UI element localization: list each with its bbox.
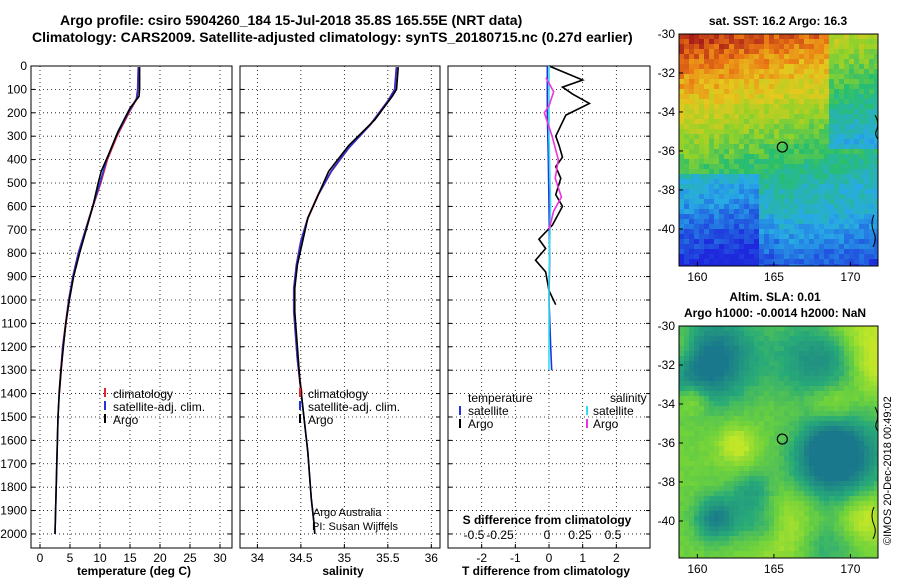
sla-map-coastline — [874, 406, 879, 432]
temp-ytick-label: 900 — [7, 270, 27, 284]
temp-ytick-label: 0 — [20, 59, 27, 73]
salinity-profile-xtick-label: 34.5 — [289, 551, 313, 565]
sla-map-ytick-label: -32 — [658, 358, 676, 372]
temp-ytick-label: 1800 — [0, 480, 27, 494]
sst-map-ytick-label: -40 — [658, 222, 676, 236]
diff-top-tick-label: 0 — [544, 528, 551, 542]
temperature-profile-xtick-label: 5 — [67, 551, 74, 565]
temp-ytick-label: 1900 — [0, 504, 27, 518]
salinity-profile-xtick-label: 34 — [251, 551, 265, 565]
salinity-profile-xtick-label: 35.5 — [376, 551, 400, 565]
chart-title-line2: Climatology: CARS2009. Satellite-adjuste… — [32, 29, 633, 45]
diff-legend-left-title: temperature — [468, 391, 533, 405]
difference-profile-xtick-label: 2 — [613, 551, 620, 565]
temp-ytick-label: 600 — [7, 199, 27, 213]
temp-ytick-label: 1500 — [0, 410, 27, 424]
temp-ytick-label: 300 — [7, 129, 27, 143]
temperature-profile-legend-label: climatology — [113, 387, 173, 401]
sst-map-ytick-label: -36 — [658, 144, 676, 158]
salinity-profile-frame — [239, 65, 441, 549]
sla-map-xtick-label: 170 — [840, 562, 860, 576]
salinity-profile-xtick-label: 36 — [425, 551, 439, 565]
sla-map-coastline — [871, 506, 876, 540]
sla-map-ytick-label: -40 — [658, 514, 676, 528]
diff-top-tick-label: -0.5 — [464, 528, 485, 542]
temperature-profile-xtick-label: 10 — [93, 551, 107, 565]
temp-ytick-label: 1400 — [0, 387, 27, 401]
difference-profile-series-t-argo — [534, 65, 592, 306]
salinity-profile-series-argo — [293, 67, 400, 535]
sla-map-ytick-label: -36 — [658, 436, 676, 450]
temperature-profile-xtick-label: 30 — [213, 551, 227, 565]
temp-ytick-label: 200 — [7, 106, 27, 120]
sst-map-coastline — [874, 114, 879, 140]
temp-ytick-label: 400 — [7, 153, 27, 167]
temperature-profile-xtick-label: 0 — [37, 551, 44, 565]
diff-top-tick-label: -0.25 — [486, 528, 514, 542]
temp-ytick-label: 1000 — [0, 293, 27, 307]
salinity-profile-legend-label: satellite-adj. clim. — [308, 400, 400, 414]
sst-map-argo-marker — [776, 141, 788, 153]
sst-map-ytick-label: -34 — [658, 105, 676, 119]
diff-legend-left-label: satellite — [468, 404, 509, 418]
sla-map-argo-marker — [776, 433, 788, 445]
temperature-profile-xtick-label: 15 — [123, 551, 137, 565]
temp-ytick-label: 1200 — [0, 340, 27, 354]
salinity-profile-legend-label: climatology — [308, 387, 368, 401]
sst-map-xtick-label: 170 — [840, 270, 860, 284]
temp-ytick-label: 700 — [7, 223, 27, 237]
sst-map-xtick-label: 160 — [687, 270, 707, 284]
temperature-profile-frame — [30, 65, 233, 549]
sla-map-heatmap — [679, 326, 879, 559]
diff-legend-right-label: satellite — [593, 404, 634, 418]
diff-legend-left-label: Argo — [468, 417, 494, 431]
sla-map-ytick-label: -38 — [658, 475, 676, 489]
sst-map-heatmap — [679, 34, 879, 267]
sst-map-ytick-label: -38 — [658, 183, 676, 197]
sst-map-ytick-label: -32 — [658, 66, 676, 80]
difference-profile-xtick-label: -2 — [476, 551, 487, 565]
diff-top-tick-label: 0.5 — [605, 528, 622, 542]
temperature-profile-xtick-label: 20 — [153, 551, 167, 565]
diff-top-tick-label: 0.25 — [568, 528, 592, 542]
temp-ytick-label: 2000 — [0, 527, 27, 541]
difference-profile-xtick-label: 0 — [546, 551, 553, 565]
sla-map-xtick-label: 160 — [687, 562, 707, 576]
temp-ytick-label: 100 — [7, 82, 27, 96]
temp-ytick-label: 800 — [7, 246, 27, 260]
temp-ytick-label: 1100 — [1, 316, 27, 330]
sla-map-frame — [678, 325, 879, 559]
temp-ytick-label: 1600 — [0, 433, 27, 447]
salinity-profile-legend-label: Argo — [308, 413, 334, 427]
chart-title-line1: Argo profile: csiro 5904260_184 15-Jul-2… — [60, 12, 523, 28]
diff-legend-right-title: salinity — [610, 391, 647, 405]
diff-legend-right-label: Argo — [593, 417, 619, 431]
sst-map-coastline — [871, 214, 876, 248]
temperature-profile-legend-label: Argo — [113, 413, 139, 427]
sst-map-frame — [678, 33, 879, 267]
sla-map-xtick-label: 165 — [764, 562, 784, 576]
sla-map-ytick-label: -34 — [658, 397, 676, 411]
temperature-profile-legend-label: satellite-adj. clim. — [113, 400, 205, 414]
temperature-profile-series-argo — [54, 67, 141, 534]
sla-map-ytick-label: -30 — [658, 319, 676, 333]
temp-ytick-label: 1700 — [0, 457, 27, 471]
difference-profile-series-s-argo — [543, 77, 563, 230]
temperature-profile-xtick-label: 25 — [183, 551, 197, 565]
difference-profile-xtick-label: -1 — [510, 551, 521, 565]
sst-map-ytick-label: -30 — [658, 27, 676, 41]
temp-ytick-label: 500 — [7, 176, 27, 190]
difference-profile-xtick-label: 1 — [579, 551, 586, 565]
sst-map-xtick-label: 165 — [764, 270, 784, 284]
temp-ytick-label: 1300 — [0, 363, 27, 377]
salinity-profile-xtick-label: 35 — [338, 551, 352, 565]
